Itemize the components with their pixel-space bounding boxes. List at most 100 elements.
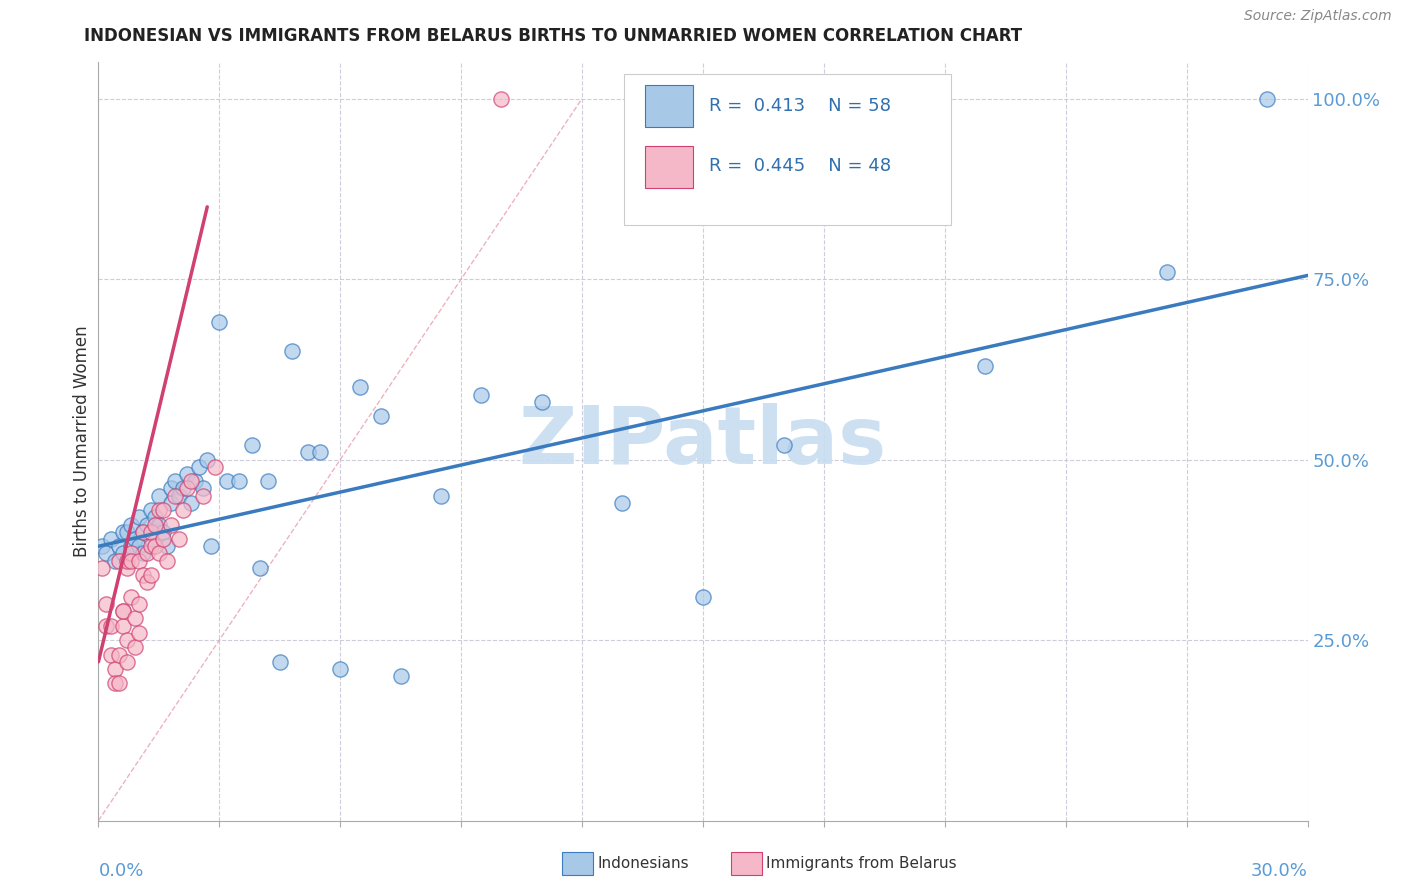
Point	[91, 561, 114, 575]
Point	[188, 459, 211, 474]
Point	[228, 475, 250, 489]
Point	[91, 539, 114, 553]
Point	[389, 669, 412, 683]
Point	[111, 524, 134, 539]
Point	[128, 554, 150, 568]
Y-axis label: Births to Unmarried Women: Births to Unmarried Women	[73, 326, 91, 558]
Point	[167, 489, 190, 503]
Point	[612, 496, 634, 510]
Text: 0.0%: 0.0%	[98, 863, 143, 880]
Point	[100, 532, 122, 546]
Point	[349, 380, 371, 394]
Point	[128, 626, 150, 640]
Point	[135, 546, 157, 560]
Point	[167, 532, 190, 546]
Point	[96, 597, 118, 611]
Point	[156, 554, 179, 568]
Point	[152, 524, 174, 539]
Point	[107, 648, 129, 662]
Text: ZIPatlas: ZIPatlas	[519, 402, 887, 481]
Point	[132, 524, 155, 539]
Point	[139, 503, 162, 517]
Text: R =  0.445    N = 48: R = 0.445 N = 48	[709, 157, 891, 176]
Point	[195, 452, 218, 467]
Point	[1156, 265, 1178, 279]
Point	[148, 546, 170, 560]
Point	[115, 554, 138, 568]
Text: INDONESIAN VS IMMIGRANTS FROM BELARUS BIRTHS TO UNMARRIED WOMEN CORRELATION CHAR: INDONESIAN VS IMMIGRANTS FROM BELARUS BI…	[84, 27, 1022, 45]
Point	[107, 554, 129, 568]
Text: R =  0.413    N = 58: R = 0.413 N = 58	[709, 96, 891, 115]
Point	[193, 482, 215, 496]
Text: 30.0%: 30.0%	[1251, 863, 1308, 880]
Point	[139, 539, 162, 553]
Point	[240, 438, 263, 452]
Point	[96, 546, 118, 560]
Text: Indonesians: Indonesians	[598, 856, 689, 871]
Point	[100, 618, 122, 632]
Point	[128, 510, 150, 524]
Point	[148, 517, 170, 532]
Text: Source: ZipAtlas.com: Source: ZipAtlas.com	[1244, 9, 1392, 23]
Point	[115, 561, 138, 575]
Point	[152, 532, 174, 546]
Point	[120, 517, 142, 532]
Point	[148, 489, 170, 503]
Point	[152, 503, 174, 517]
Point	[135, 575, 157, 590]
Point	[269, 655, 291, 669]
Point	[281, 344, 304, 359]
Point	[103, 662, 125, 676]
Point	[143, 539, 166, 553]
Point	[172, 482, 194, 496]
Point	[100, 648, 122, 662]
Point	[163, 489, 186, 503]
Bar	[645, 85, 693, 127]
Point	[115, 655, 138, 669]
Point	[148, 503, 170, 517]
Point	[491, 91, 513, 105]
Point	[974, 359, 997, 373]
Point	[132, 568, 155, 582]
Point	[297, 445, 319, 459]
Point	[180, 496, 202, 510]
Point	[124, 532, 146, 546]
Point	[200, 539, 222, 553]
Point	[128, 597, 150, 611]
Point	[370, 409, 392, 424]
Point	[430, 489, 453, 503]
Point	[160, 482, 183, 496]
Point	[107, 676, 129, 690]
Point	[329, 662, 352, 676]
Point	[120, 554, 142, 568]
Point	[107, 539, 129, 553]
Point	[132, 546, 155, 560]
Point	[111, 546, 134, 560]
Point	[111, 604, 134, 618]
Point	[139, 532, 162, 546]
Point	[103, 676, 125, 690]
Point	[217, 475, 239, 489]
Point	[309, 445, 332, 459]
FancyBboxPatch shape	[624, 74, 950, 226]
Point	[120, 590, 142, 604]
Point	[111, 604, 134, 618]
Point	[135, 517, 157, 532]
Point	[120, 539, 142, 553]
Point	[163, 475, 186, 489]
Point	[180, 475, 202, 489]
Point	[184, 475, 207, 489]
Point	[96, 618, 118, 632]
Text: Immigrants from Belarus: Immigrants from Belarus	[766, 856, 957, 871]
Point	[139, 524, 162, 539]
Point	[256, 475, 278, 489]
Bar	[645, 145, 693, 187]
Point	[530, 394, 553, 409]
Point	[193, 489, 215, 503]
Point	[470, 387, 492, 401]
Point	[160, 517, 183, 532]
Point	[204, 459, 226, 474]
Point	[120, 546, 142, 560]
Point	[208, 315, 231, 329]
Point	[692, 590, 714, 604]
